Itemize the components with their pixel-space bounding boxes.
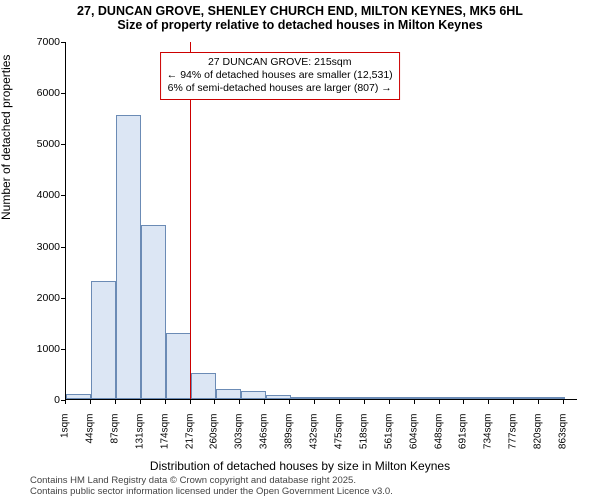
x-tick-label: 303sqm [234, 414, 245, 454]
x-tick-label: 87sqm [109, 414, 120, 454]
histogram-bar [390, 397, 415, 399]
x-tick-label: 475sqm [333, 414, 344, 454]
histogram-bar [66, 394, 91, 399]
x-tick-label: 217sqm [184, 414, 195, 454]
y-tick-label: 0 [54, 394, 60, 406]
histogram-bar [341, 397, 366, 399]
x-tick-mark [264, 400, 265, 404]
x-tick-label: 44sqm [84, 414, 95, 454]
annotation-box: 27 DUNCAN GROVE: 215sqm← 94% of detached… [160, 52, 400, 99]
x-tick-mark [389, 400, 390, 404]
histogram-bar [141, 225, 166, 399]
x-tick-mark [140, 400, 141, 404]
histogram-bar [291, 397, 316, 399]
y-tick-mark [61, 144, 65, 145]
x-tick-mark [414, 400, 415, 404]
x-tick-label: 131sqm [134, 414, 145, 454]
histogram-bar [491, 397, 516, 399]
x-tick-mark [190, 400, 191, 404]
histogram-bar [266, 395, 291, 399]
x-tick-label: 604sqm [408, 414, 419, 454]
histogram-bar [365, 397, 390, 399]
x-tick-mark [239, 400, 240, 404]
chart-title-block: 27, DUNCAN GROVE, SHENLEY CHURCH END, MI… [0, 4, 600, 32]
annotation-line3: 6% of semi-detached houses are larger (8… [167, 82, 393, 95]
x-tick-label: 691sqm [458, 414, 469, 454]
x-tick-label: 518sqm [358, 414, 369, 454]
histogram-bar [540, 397, 565, 399]
x-axis-label: Distribution of detached houses by size … [0, 459, 600, 473]
histogram-bar [316, 397, 341, 399]
y-tick-mark [61, 195, 65, 196]
x-tick-mark [115, 400, 116, 404]
x-tick-mark [463, 400, 464, 404]
plot-area: 27 DUNCAN GROVE: 215sqm← 94% of detached… [65, 42, 577, 400]
x-tick-mark [289, 400, 290, 404]
x-tick-mark [165, 400, 166, 404]
x-tick-mark [214, 400, 215, 404]
x-tick-mark [488, 400, 489, 404]
histogram-bar [466, 397, 491, 399]
x-tick-label: 863sqm [558, 414, 569, 454]
y-tick-mark [61, 298, 65, 299]
x-tick-mark [314, 400, 315, 404]
x-tick-mark [65, 400, 66, 404]
footer-attribution: Contains HM Land Registry data © Crown c… [30, 476, 393, 498]
footer-line2: Contains public sector information licen… [30, 487, 393, 498]
chart-container: 27, DUNCAN GROVE, SHENLEY CHURCH END, MI… [0, 0, 600, 500]
y-tick-label: 7000 [37, 36, 60, 48]
x-tick-mark [439, 400, 440, 404]
x-tick-mark [90, 400, 91, 404]
y-tick-mark [61, 42, 65, 43]
annotation-line1: 27 DUNCAN GROVE: 215sqm [167, 56, 393, 69]
x-tick-label: 346sqm [259, 414, 270, 454]
annotation-line2: ← 94% of detached houses are smaller (12… [167, 69, 393, 82]
y-tick-label: 1000 [37, 343, 60, 355]
y-tick-label: 4000 [37, 189, 60, 201]
x-tick-mark [538, 400, 539, 404]
x-tick-label: 260sqm [209, 414, 220, 454]
y-tick-mark [61, 247, 65, 248]
x-tick-mark [513, 400, 514, 404]
histogram-bar [515, 397, 540, 399]
histogram-bar [116, 115, 141, 399]
y-axis-label: Number of detached properties [0, 55, 13, 220]
histogram-bar [91, 281, 116, 399]
x-tick-mark [339, 400, 340, 404]
x-tick-mark [563, 400, 564, 404]
histogram-bar [441, 397, 466, 399]
x-tick-mark [364, 400, 365, 404]
y-tick-mark [61, 349, 65, 350]
y-tick-label: 6000 [37, 87, 60, 99]
x-tick-label: 777sqm [508, 414, 519, 454]
x-tick-label: 648sqm [433, 414, 444, 454]
y-tick-mark [61, 93, 65, 94]
chart-title-line2: Size of property relative to detached ho… [0, 18, 600, 32]
histogram-bar [216, 389, 241, 399]
x-tick-label: 432sqm [309, 414, 320, 454]
x-tick-label: 561sqm [383, 414, 394, 454]
y-tick-label: 2000 [37, 292, 60, 304]
y-tick-label: 5000 [37, 138, 60, 150]
x-tick-label: 734sqm [483, 414, 494, 454]
x-tick-label: 1sqm [60, 414, 71, 454]
histogram-bar [191, 373, 216, 399]
x-tick-label: 174sqm [159, 414, 170, 454]
chart-title-line1: 27, DUNCAN GROVE, SHENLEY CHURCH END, MI… [0, 4, 600, 18]
histogram-bar [166, 333, 191, 399]
y-tick-label: 3000 [37, 241, 60, 253]
histogram-bar [241, 391, 266, 399]
histogram-bar [415, 397, 440, 399]
x-tick-label: 820sqm [533, 414, 544, 454]
x-tick-label: 389sqm [284, 414, 295, 454]
